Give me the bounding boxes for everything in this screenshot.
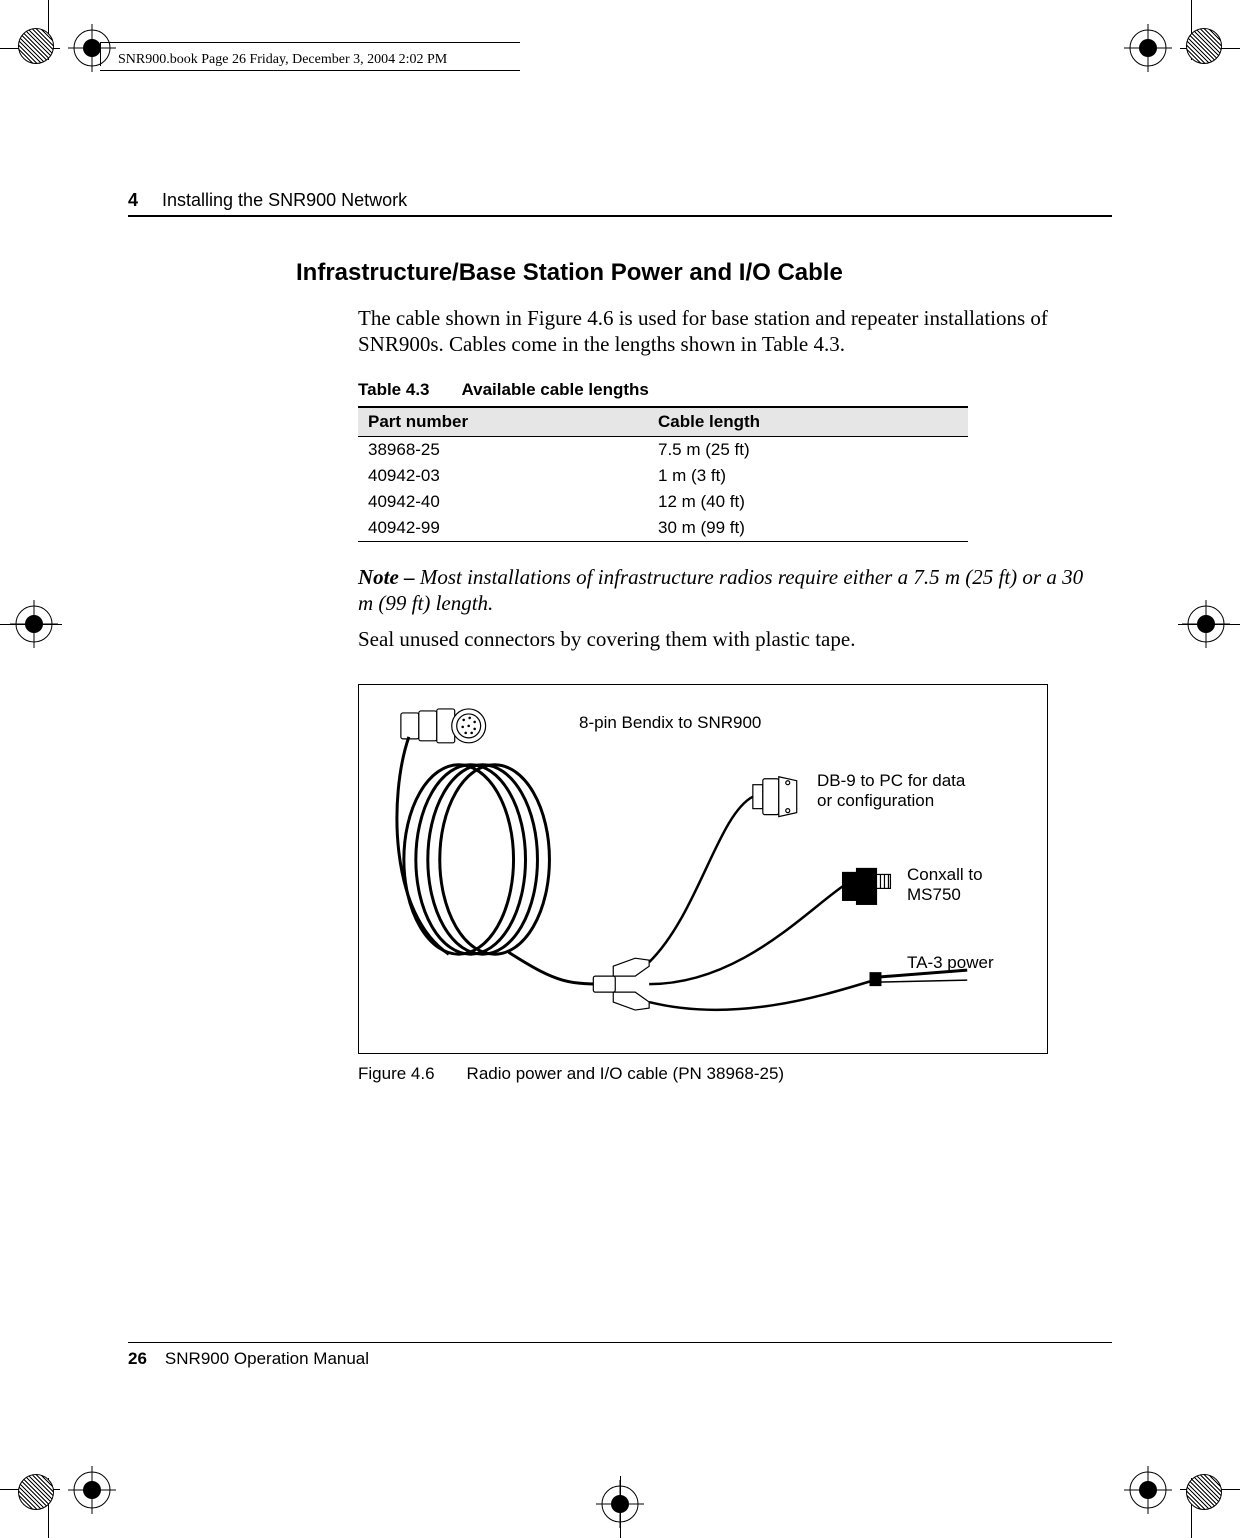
figure-caption: Figure 4.6 Radio power and I/O cable (PN …: [358, 1064, 1086, 1084]
col-cable-length: Cable length: [648, 407, 968, 437]
chapter-number: 4: [128, 190, 138, 211]
cell: 40942-99: [358, 515, 648, 542]
chapter-title: Installing the SNR900 Network: [162, 190, 407, 211]
table-caption: Table 4.3 Available cable lengths: [358, 380, 1086, 400]
table-row: 40942-9930 m (99 ft): [358, 515, 968, 542]
registration-target-icon: [1124, 1466, 1172, 1514]
crop-mark: [0, 624, 62, 625]
figure-label-conxall: Conxall to MS750: [907, 865, 983, 904]
page: SNR900.book Page 26 Friday, December 3, …: [0, 0, 1240, 1538]
registration-hatch-icon: [1186, 1474, 1222, 1510]
figure-label-db9-l1: DB-9 to PC for data: [817, 771, 965, 790]
figure-box: 8-pin Bendix to SNR900 DB-9 to PC for da…: [358, 684, 1048, 1054]
meta-corner-rule: [100, 42, 101, 66]
figure-label-ta3: TA-3 power: [907, 953, 994, 973]
table-header-row: Part number Cable length: [358, 407, 968, 437]
cell: 1 m (3 ft): [648, 463, 968, 489]
table-row: 40942-4012 m (40 ft): [358, 489, 968, 515]
cable-lengths-table: Part number Cable length 38968-257.5 m (…: [358, 406, 968, 542]
table-row: 38968-257.5 m (25 ft): [358, 436, 968, 463]
table-row: 40942-031 m (3 ft): [358, 463, 968, 489]
registration-hatch-icon: [18, 1474, 54, 1510]
registration-hatch-icon: [18, 28, 54, 64]
table-caption-number: Table 4.3: [358, 380, 430, 399]
col-part-number: Part number: [358, 407, 648, 437]
crop-mark: [1178, 624, 1240, 625]
registration-hatch-icon: [1186, 28, 1222, 64]
note-paragraph: Note – Most installations of infrastruct…: [358, 564, 1086, 617]
running-head-rule: [128, 215, 1112, 217]
figure-caption-text: Radio power and I/O cable (PN 38968-25): [467, 1064, 785, 1083]
manual-title: SNR900 Operation Manual: [165, 1349, 369, 1368]
figure-label-conxall-l1: Conxall to: [907, 865, 983, 884]
cell: 38968-25: [358, 436, 648, 463]
note-prefix: Note –: [358, 565, 420, 589]
meta-corner-rule: [100, 42, 520, 43]
cell: 30 m (99 ft): [648, 515, 968, 542]
cell: 40942-03: [358, 463, 648, 489]
crop-mark: [620, 1476, 621, 1538]
table-caption-text: Available cable lengths: [462, 380, 649, 399]
content-frame: 4 Installing the SNR900 Network Infrastr…: [128, 190, 1112, 1084]
print-meta-line: SNR900.book Page 26 Friday, December 3, …: [118, 52, 447, 68]
registration-target-icon: [68, 24, 116, 72]
section-heading: Infrastructure/Base Station Power and I/…: [296, 259, 1086, 287]
figure-label-bendix: 8-pin Bendix to SNR900: [579, 713, 761, 733]
seal-paragraph: Seal unused connectors by covering them …: [358, 626, 1086, 652]
figure-caption-number: Figure 4.6: [358, 1064, 435, 1083]
cell: 12 m (40 ft): [648, 489, 968, 515]
registration-target-icon: [68, 1466, 116, 1514]
body-column: Infrastructure/Base Station Power and I/…: [296, 259, 1086, 1084]
registration-target-icon: [1124, 24, 1172, 72]
intro-paragraph: The cable shown in Figure 4.6 is used fo…: [358, 305, 1086, 358]
cell: 40942-40: [358, 489, 648, 515]
meta-corner-rule: [100, 70, 520, 71]
figure-label-conxall-l2: MS750: [907, 885, 961, 904]
figure-label-db9: DB-9 to PC for data or configuration: [817, 771, 965, 810]
note-body: Most installations of infrastructure rad…: [358, 565, 1083, 615]
cell: 7.5 m (25 ft): [648, 436, 968, 463]
page-footer: 26 SNR900 Operation Manual: [128, 1342, 1112, 1369]
figure-label-db9-l2: or configuration: [817, 791, 934, 810]
running-head: 4 Installing the SNR900 Network: [128, 190, 1112, 211]
page-number: 26: [128, 1349, 147, 1368]
